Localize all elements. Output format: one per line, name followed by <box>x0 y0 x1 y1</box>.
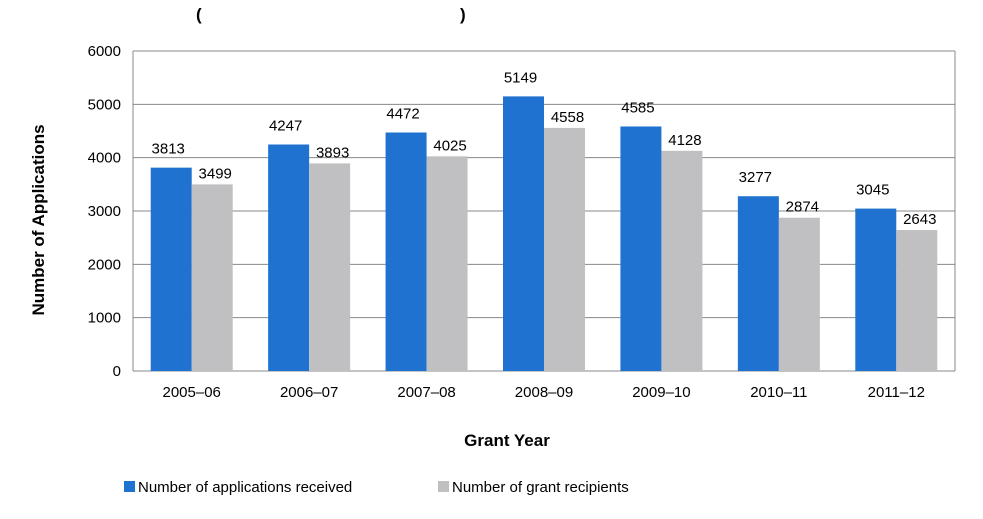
x-tick-label: 2007–08 <box>397 384 455 401</box>
y-tick-label: 4000 <box>88 150 121 167</box>
svg-text:(: ( <box>196 5 202 24</box>
data-label: 4585 <box>621 99 654 116</box>
cropped-title-fragment: ( ) <box>196 5 466 24</box>
data-label: 4025 <box>433 137 466 154</box>
data-label: 5149 <box>504 69 537 86</box>
y-tick-label: 6000 <box>88 43 121 60</box>
y-axis-title: Number of Applications <box>29 124 48 315</box>
bar-applications-2009–10 <box>620 126 662 371</box>
legend-swatch-recipients <box>438 481 449 492</box>
bar-applications-2006–07 <box>268 144 310 371</box>
legend: Number of applications received Number o… <box>124 479 629 496</box>
data-label: 3045 <box>856 182 889 199</box>
y-tick-label: 0 <box>113 363 121 380</box>
x-axis-title: Grant Year <box>464 431 550 450</box>
data-label: 4472 <box>386 105 419 122</box>
data-labels: 3813 3499 4247 3893 4472 4025 5149 4558 4585 4128… <box>152 69 937 228</box>
bar-applications-2010–11 <box>737 196 779 371</box>
y-tick-label: 1000 <box>88 310 121 327</box>
data-label: 4558 <box>551 109 584 126</box>
bars <box>150 96 938 372</box>
x-tick-label: 2009–10 <box>632 384 690 401</box>
svg-text:): ) <box>460 5 466 24</box>
y-tick-label: 2000 <box>88 256 121 273</box>
bar-applications-2007–08 <box>385 132 427 371</box>
bar-recipients-2006–07 <box>309 163 351 371</box>
x-tick-label: 2006–07 <box>280 384 338 401</box>
bar-recipients-2007–08 <box>426 156 468 371</box>
bar-applications-2005–06 <box>150 167 192 371</box>
data-label: 3499 <box>199 165 232 182</box>
legend-label-applications: Number of applications received <box>138 479 352 496</box>
bar-recipients-2010–11 <box>778 217 820 371</box>
x-tick-label: 2005–06 <box>163 384 221 401</box>
y-tick-label: 5000 <box>88 96 121 113</box>
bar-recipients-2011–12 <box>896 230 938 371</box>
bar-applications-2011–12 <box>855 208 897 371</box>
x-axis-ticks: 2005–06 2006–07 2007–08 2008–09 2009–10 2010–… <box>163 384 925 401</box>
x-tick-label: 2008–09 <box>515 384 573 401</box>
data-label: 4128 <box>668 132 701 149</box>
data-label: 3813 <box>152 141 185 158</box>
bar-recipients-2009–10 <box>661 150 703 371</box>
x-tick-label: 2011–12 <box>868 384 925 401</box>
bar-recipients-2005–06 <box>191 184 233 371</box>
data-label: 2643 <box>903 211 936 228</box>
y-tick-label: 3000 <box>88 203 121 220</box>
x-tick-label: 2010–11 <box>750 384 807 401</box>
legend-swatch-applications <box>124 481 135 492</box>
data-label: 3893 <box>316 144 349 161</box>
y-axis-ticks: 0 1000 2000 3000 4000 5000 6000 <box>88 43 121 380</box>
data-label: 3277 <box>739 169 772 186</box>
legend-label-recipients: Number of grant recipients <box>452 479 629 496</box>
bar-recipients-2008–09 <box>544 127 585 371</box>
data-label: 2874 <box>786 199 819 216</box>
bar-applications-2008–09 <box>503 96 544 372</box>
data-label: 4247 <box>269 117 302 134</box>
